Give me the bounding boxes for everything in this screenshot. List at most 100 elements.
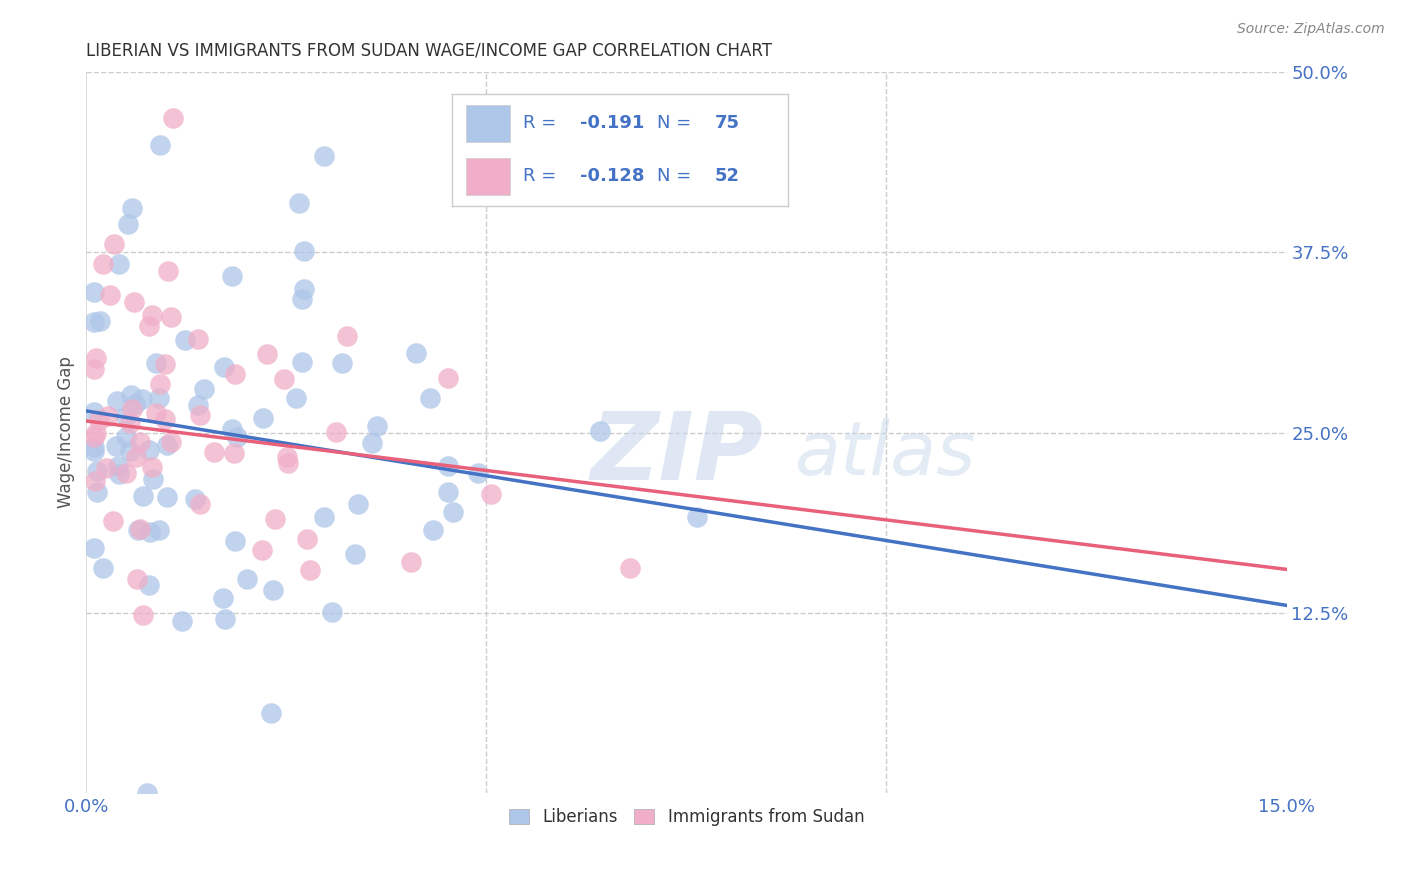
Point bbox=[224, 367, 246, 381]
Point bbox=[127, 524, 149, 538]
Point bbox=[89, 413, 111, 427]
Point bbox=[479, 487, 502, 501]
Y-axis label: Wage/Income Gap: Wage/Income Gap bbox=[58, 357, 75, 508]
Point bbox=[252, 411, 274, 425]
Point bbox=[138, 318, 160, 333]
Point bbox=[159, 434, 181, 449]
Point bbox=[145, 407, 167, 421]
Point bbox=[139, 525, 162, 540]
Point bbox=[193, 382, 215, 396]
Point bbox=[103, 237, 125, 252]
Point bbox=[83, 541, 105, 556]
Point bbox=[84, 425, 107, 440]
Point bbox=[105, 394, 128, 409]
Point bbox=[347, 497, 370, 511]
Point bbox=[155, 412, 177, 426]
Point bbox=[399, 555, 422, 569]
Point bbox=[83, 285, 105, 299]
Point bbox=[361, 436, 384, 450]
Point bbox=[108, 257, 131, 271]
Point bbox=[117, 218, 139, 232]
Point bbox=[148, 523, 170, 537]
Point bbox=[287, 195, 309, 210]
Point bbox=[285, 392, 308, 406]
Point bbox=[121, 202, 143, 216]
Point bbox=[83, 315, 105, 329]
Point bbox=[115, 409, 138, 423]
Point bbox=[160, 310, 183, 324]
Point bbox=[188, 408, 211, 422]
Point bbox=[619, 561, 641, 575]
Point bbox=[405, 346, 427, 360]
Point bbox=[295, 532, 318, 546]
Point bbox=[131, 489, 153, 503]
Point bbox=[224, 534, 246, 549]
Point bbox=[121, 402, 143, 417]
Point bbox=[125, 450, 148, 464]
Text: ZIP: ZIP bbox=[591, 409, 763, 500]
Point bbox=[588, 424, 610, 438]
Point bbox=[124, 396, 146, 410]
Point bbox=[298, 563, 321, 577]
Point bbox=[148, 391, 170, 405]
Point bbox=[366, 418, 388, 433]
Point bbox=[170, 614, 193, 628]
Point bbox=[149, 376, 172, 391]
Point bbox=[96, 461, 118, 475]
Point bbox=[437, 484, 460, 499]
Point bbox=[131, 392, 153, 406]
Text: LIBERIAN VS IMMIGRANTS FROM SUDAN WAGE/INCOME GAP CORRELATION CHART: LIBERIAN VS IMMIGRANTS FROM SUDAN WAGE/I… bbox=[86, 42, 772, 60]
Point bbox=[252, 543, 274, 558]
Point bbox=[86, 464, 108, 478]
Point bbox=[277, 456, 299, 470]
Point bbox=[118, 416, 141, 430]
Point bbox=[273, 372, 295, 386]
Point bbox=[83, 440, 105, 454]
Point bbox=[142, 472, 165, 486]
Point bbox=[97, 409, 120, 423]
Point bbox=[129, 522, 152, 536]
Point bbox=[260, 706, 283, 720]
Point bbox=[291, 355, 314, 369]
Point bbox=[312, 149, 335, 163]
Point bbox=[91, 257, 114, 271]
Point bbox=[122, 294, 145, 309]
Point bbox=[155, 357, 177, 371]
Point bbox=[256, 347, 278, 361]
Point bbox=[221, 422, 243, 436]
Point bbox=[325, 425, 347, 440]
Point bbox=[83, 361, 105, 376]
Legend: Liberians, Immigrants from Sudan: Liberians, Immigrants from Sudan bbox=[501, 800, 873, 835]
Point bbox=[236, 572, 259, 586]
Point bbox=[83, 474, 105, 488]
Point bbox=[187, 399, 209, 413]
Point bbox=[467, 466, 489, 480]
Point bbox=[686, 510, 709, 524]
Point bbox=[89, 314, 111, 328]
Point bbox=[83, 430, 105, 444]
Point bbox=[226, 429, 249, 443]
Point bbox=[138, 442, 160, 457]
Point bbox=[156, 263, 179, 277]
Point bbox=[107, 458, 129, 473]
Point bbox=[156, 438, 179, 452]
Point bbox=[221, 269, 243, 284]
Point bbox=[84, 351, 107, 365]
Point bbox=[105, 439, 128, 453]
Point bbox=[149, 137, 172, 152]
Point bbox=[141, 459, 163, 474]
Point bbox=[188, 498, 211, 512]
Text: atlas: atlas bbox=[794, 418, 976, 490]
Point bbox=[108, 467, 131, 481]
Point bbox=[101, 514, 124, 528]
Point bbox=[212, 360, 235, 375]
Point bbox=[343, 548, 366, 562]
Point bbox=[83, 405, 105, 419]
Point bbox=[125, 572, 148, 586]
Point bbox=[437, 371, 460, 385]
Point bbox=[321, 605, 343, 619]
Point bbox=[132, 607, 155, 622]
Point bbox=[91, 560, 114, 574]
Point bbox=[422, 523, 444, 537]
Point bbox=[437, 458, 460, 473]
